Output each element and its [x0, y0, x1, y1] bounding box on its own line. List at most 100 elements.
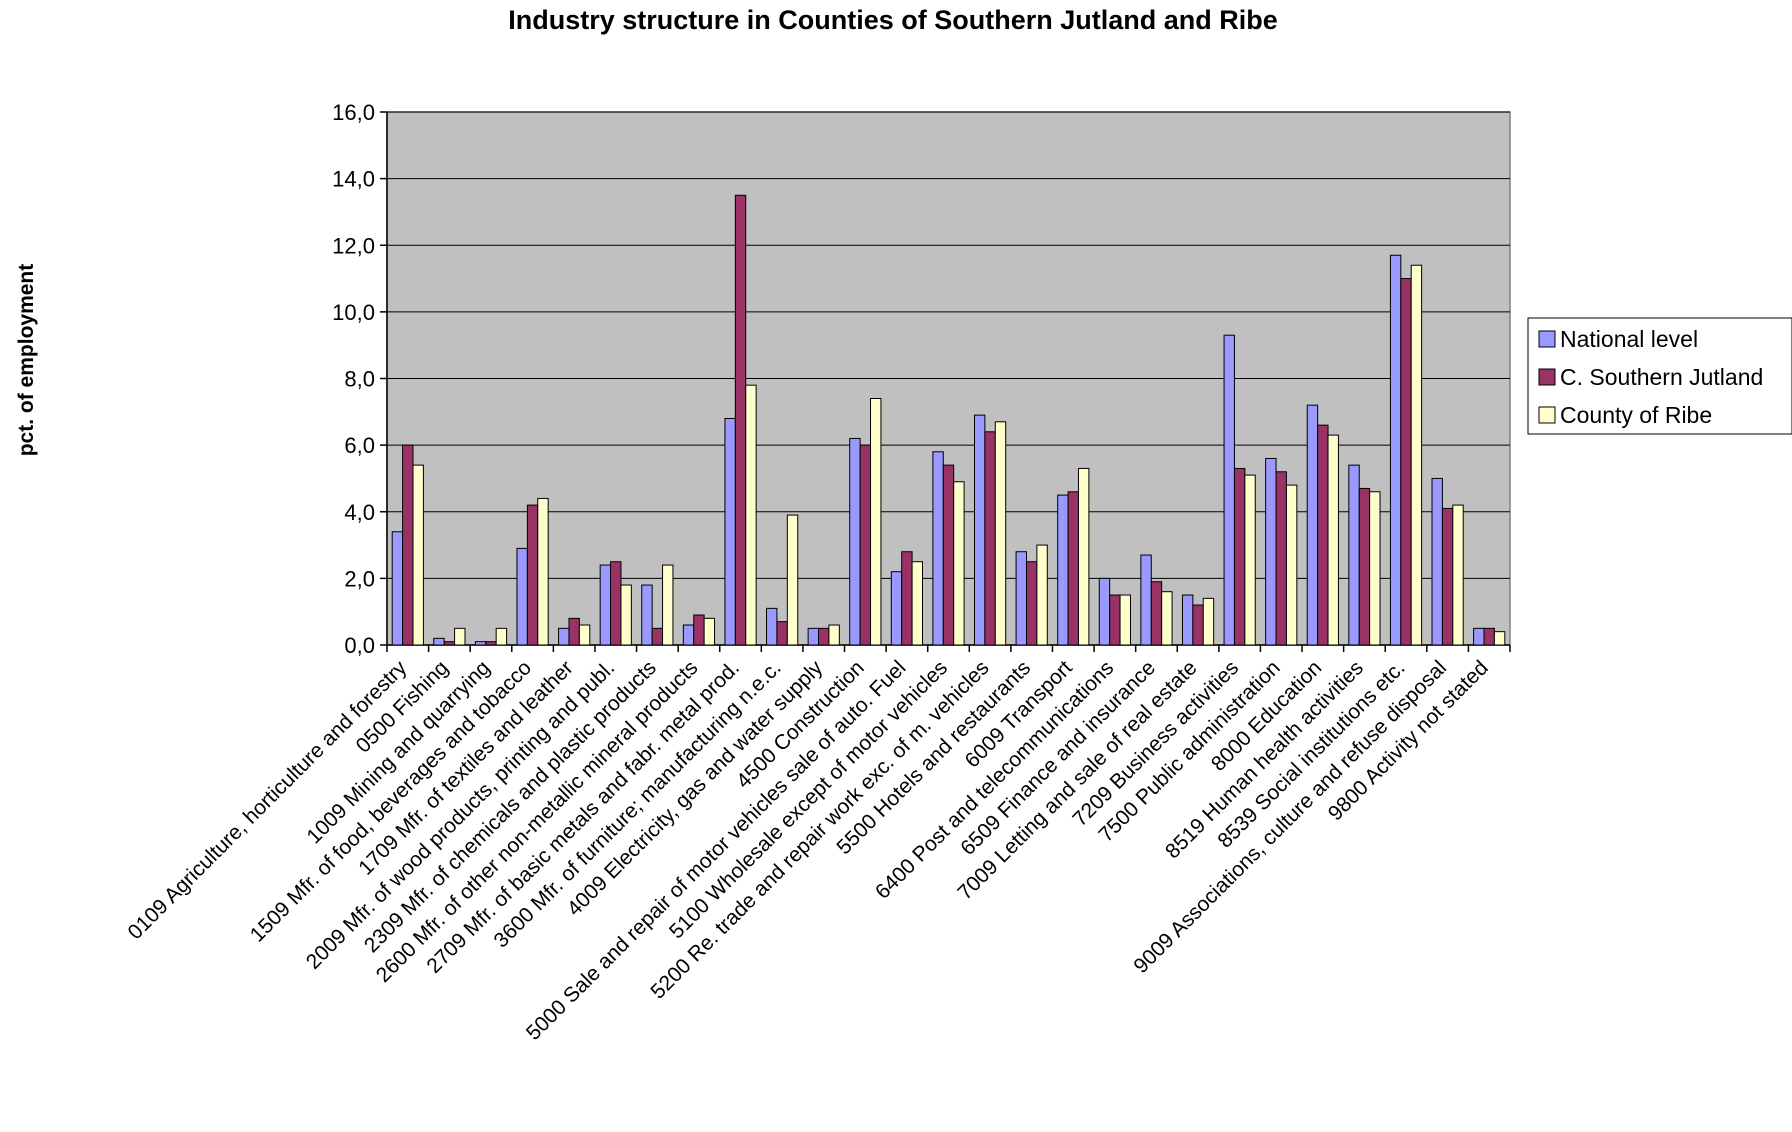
bar [776, 621, 788, 646]
bar [1473, 627, 1485, 646]
bar [942, 464, 955, 646]
bar [391, 531, 404, 646]
bar [818, 627, 830, 646]
bar [693, 614, 705, 646]
bar [1057, 494, 1069, 646]
bar [1025, 561, 1038, 646]
bar [1150, 581, 1163, 646]
bar [1441, 507, 1454, 646]
bar [495, 627, 508, 646]
legend: National level C. Southern Jutland County … [1527, 317, 1792, 435]
bar [578, 624, 591, 646]
bar [568, 617, 580, 646]
bar [1452, 504, 1464, 646]
bar [745, 384, 757, 646]
bars [391, 194, 1506, 646]
bar [1285, 484, 1298, 646]
bar [1265, 457, 1277, 646]
bar [485, 641, 497, 646]
bar [890, 571, 903, 646]
y-axis: 0,0 2,0 4,0 6,0 8,0 10,0 12,0 14,0 16,0 [332, 100, 388, 658]
bar [953, 481, 965, 646]
bar [1140, 554, 1152, 646]
legend-label: County of Ribe [1560, 402, 1712, 428]
bar [526, 504, 539, 646]
bar [703, 617, 716, 646]
bar [1119, 594, 1131, 646]
bar [1431, 477, 1443, 646]
bar [1369, 491, 1381, 646]
bar [1233, 467, 1246, 646]
bar [1483, 627, 1495, 646]
bar [984, 431, 996, 646]
bar [412, 464, 424, 646]
bar [1067, 491, 1079, 646]
y-tick-label: 2,0 [344, 566, 375, 591]
y-tick-label: 4,0 [344, 500, 375, 525]
bar [932, 451, 944, 646]
bar [682, 624, 695, 646]
bar [1244, 474, 1256, 646]
bar [870, 397, 882, 646]
bar [1223, 334, 1235, 646]
y-tick-label: 6,0 [344, 433, 375, 458]
bar [537, 497, 549, 646]
bar [1410, 264, 1423, 646]
bar [662, 564, 674, 646]
legend-swatch [1538, 406, 1556, 424]
bar [1109, 594, 1121, 646]
bar [443, 641, 456, 646]
bar [433, 637, 445, 646]
bar [610, 561, 622, 646]
y-tick-label: 16,0 [332, 100, 375, 125]
y-tick-label: 0,0 [344, 633, 375, 658]
legend-label: National level [1560, 326, 1698, 352]
legend-swatch [1538, 330, 1556, 348]
bar [766, 607, 778, 646]
bar [859, 444, 872, 646]
bar [1077, 467, 1090, 646]
bar [1389, 254, 1402, 646]
bar [1098, 577, 1111, 646]
bar [734, 194, 747, 646]
bar [1493, 631, 1506, 646]
bar [1306, 404, 1319, 646]
bar [1202, 597, 1215, 646]
bar [973, 414, 986, 646]
bar [558, 627, 570, 646]
bar [849, 437, 861, 646]
bar [599, 564, 612, 646]
y-tick-label: 14,0 [332, 167, 375, 192]
bar [620, 584, 632, 646]
bar [1400, 278, 1412, 646]
bar [1015, 551, 1027, 646]
bar [1358, 487, 1371, 646]
bar [828, 624, 840, 646]
bar [1327, 434, 1339, 646]
bar [1192, 604, 1204, 646]
bar [807, 627, 820, 646]
bar [994, 421, 1007, 646]
bar [1348, 464, 1360, 646]
bar [474, 641, 487, 646]
bar [1275, 471, 1287, 646]
legend-label: C. Southern Jutland [1560, 364, 1763, 390]
y-tick-label: 10,0 [332, 300, 375, 325]
y-tick-label: 12,0 [332, 233, 375, 258]
bar [454, 627, 466, 646]
bar [651, 627, 664, 646]
bar [1036, 544, 1048, 646]
bar [724, 417, 736, 646]
legend-swatch [1538, 368, 1556, 386]
bar [1181, 594, 1194, 646]
y-tick-label: 8,0 [344, 367, 375, 392]
bar [901, 551, 913, 646]
x-axis: 0109 Agriculture, horticulture and fores… [124, 644, 1511, 1045]
bar [1317, 424, 1329, 646]
legend-box [1527, 317, 1792, 435]
bar [516, 547, 528, 646]
bar [786, 514, 799, 646]
y-axis-label: pct. of employment [15, 264, 38, 457]
bar [1161, 591, 1173, 646]
